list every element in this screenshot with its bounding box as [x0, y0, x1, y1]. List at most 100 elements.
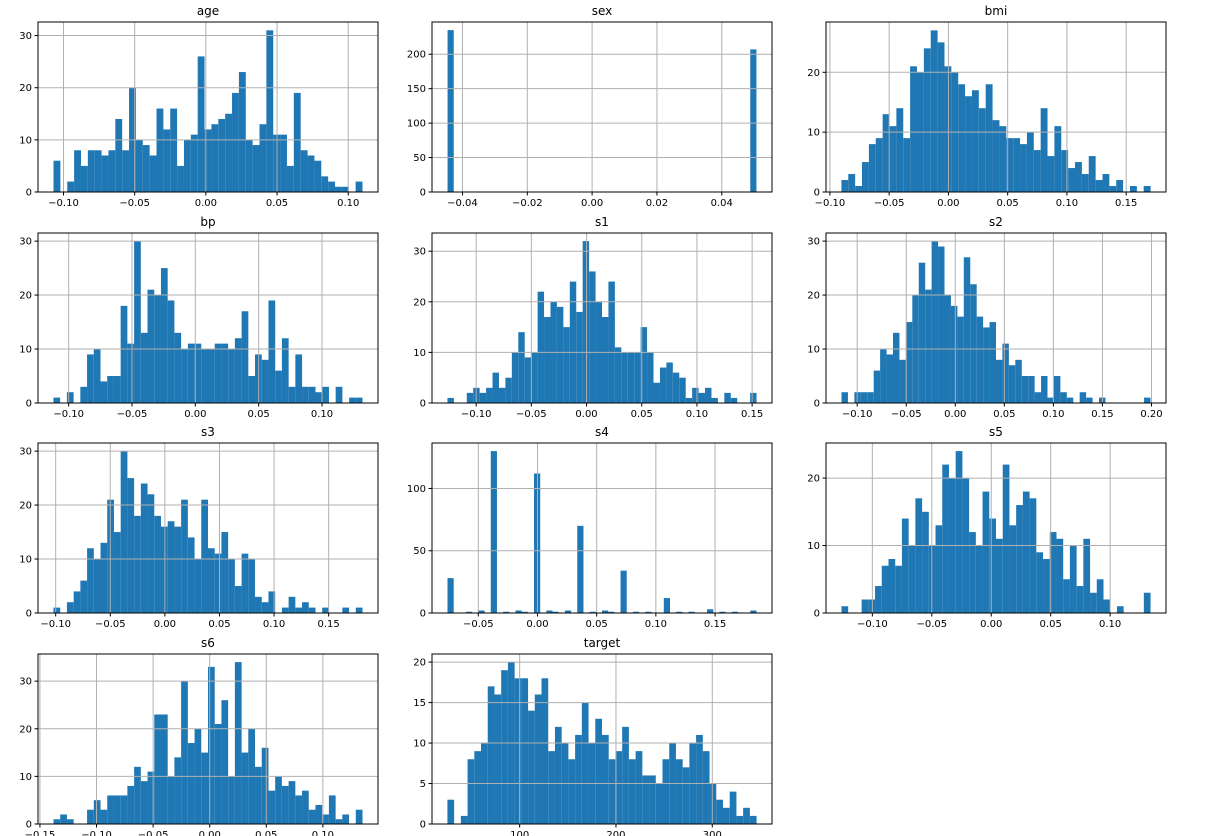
histogram-bar [225, 113, 233, 192]
histogram-bar [620, 570, 627, 613]
histogram-bar [66, 392, 74, 403]
histogram-bar [342, 607, 350, 613]
histogram-bar [930, 30, 938, 192]
y-tick-label: 50 [413, 546, 426, 557]
histogram-bar [659, 367, 667, 403]
histogram-bar [862, 162, 869, 192]
histogram-bar [93, 349, 101, 403]
histogram-bar [466, 392, 474, 403]
histogram-bar [321, 176, 329, 192]
histogram-bar [1086, 397, 1093, 403]
histogram-bar [1047, 156, 1055, 192]
histogram-bar [1116, 180, 1124, 192]
histogram-bar [113, 795, 121, 824]
histogram-bar [478, 610, 485, 613]
y-tick-label: 20 [807, 68, 820, 79]
x-tick-label: 0.10 [1099, 619, 1121, 630]
histogram-bar [53, 607, 61, 613]
histogram-bar [100, 381, 108, 403]
histogram-bar [521, 678, 529, 824]
histogram-bar [534, 694, 542, 824]
histogram-bar [1008, 365, 1016, 403]
histogram-bar [241, 553, 249, 613]
x-tick-label: 0.00 [581, 198, 603, 209]
histogram-bar [201, 752, 208, 824]
histogram-bar [875, 586, 882, 613]
histogram-bar [280, 134, 287, 192]
y-tick-label: 0 [814, 399, 820, 410]
x-tick-label: 0.10 [686, 409, 708, 420]
histogram-bar [80, 580, 88, 613]
subplot-s3: −0.10 −0.05 0.00 0.05 0.10 0.15 0 10 20 30 s3 [19, 425, 379, 630]
subplot-s4: −0.05 0.00 0.05 0.10 0.15 0 50 100 s4 [407, 425, 773, 630]
bars [53, 30, 363, 193]
x-tick-label: 0.00 [184, 409, 206, 420]
x-tick-label: 0.10 [1056, 198, 1078, 209]
histogram-bar [1016, 505, 1023, 613]
histogram-bar [655, 783, 663, 824]
histogram-bar [963, 257, 971, 403]
chart-title: s1 [595, 215, 609, 229]
histogram-bar [234, 586, 242, 613]
histogram-bar [614, 347, 622, 403]
histogram-bar [666, 362, 673, 403]
histogram-bar [1026, 132, 1034, 192]
histogram-bar [1079, 392, 1087, 403]
histogram-bar [1015, 359, 1022, 403]
histogram-bar [94, 150, 102, 192]
histogram-bar [582, 241, 590, 403]
histogram-bar [479, 392, 487, 403]
histogram-bar [100, 809, 108, 824]
histogram-bar [87, 150, 95, 192]
x-tick-labels: −0.10 −0.05 0.00 0.05 0.10 0.15 [40, 619, 339, 630]
histogram-bar [174, 332, 182, 403]
histogram-bar [1043, 559, 1050, 613]
bars [447, 241, 757, 403]
histogram-bar [1002, 343, 1009, 403]
histogram-bar [1129, 186, 1137, 192]
histogram-bar [679, 377, 686, 403]
chart-title: s5 [989, 425, 1003, 439]
histogram-bar [685, 397, 693, 403]
y-tick-label: 30 [413, 247, 426, 258]
histogram-bar [602, 316, 609, 403]
histogram-bar [1020, 144, 1027, 192]
tick-marks [428, 53, 723, 196]
histogram-bar [228, 559, 235, 613]
y-tick-labels: 0 10 20 [807, 474, 820, 620]
y-tick-label: 10 [807, 345, 820, 356]
chart-title: s4 [595, 425, 609, 439]
histogram-bar [647, 352, 654, 403]
histogram-bar [1033, 150, 1041, 192]
histogram-bar [221, 532, 229, 613]
bars [841, 451, 1151, 613]
histogram-bar [537, 291, 545, 403]
histogram-bar [204, 129, 212, 192]
y-tick-label: 20 [807, 291, 820, 302]
y-tick-label: 20 [19, 501, 32, 512]
histogram-bar [355, 181, 363, 192]
x-tick-label: −0.10 [461, 409, 492, 420]
histogram-bar [268, 300, 276, 403]
histogram-bar [938, 246, 945, 403]
x-tick-label: −0.05 [95, 619, 126, 630]
histogram-bar [160, 526, 168, 613]
histogram-bar [875, 138, 883, 192]
histogram-bar [113, 376, 121, 403]
x-tick-label: 0.10 [263, 619, 285, 630]
histogram-bar [221, 700, 229, 824]
histogram-bar [688, 611, 695, 613]
y-tick-label: 0 [26, 188, 32, 199]
histogram-bar [970, 284, 977, 403]
x-tick-label: 0.00 [195, 198, 217, 209]
subplot-s1: −0.10 −0.05 0.00 0.05 0.10 0.15 0 10 20 30 s1 [413, 215, 773, 420]
histogram-bar [234, 338, 242, 403]
histogram-bar [750, 392, 757, 403]
histogram-bar [922, 511, 929, 613]
x-tick-labels: −0.10 −0.05 0.00 0.05 0.10 [53, 409, 333, 420]
histogram-bar [957, 316, 964, 403]
histogram-bar [474, 751, 482, 824]
histogram-bar [67, 181, 75, 192]
histogram-bar [642, 775, 650, 824]
axes-frame [825, 442, 1167, 614]
